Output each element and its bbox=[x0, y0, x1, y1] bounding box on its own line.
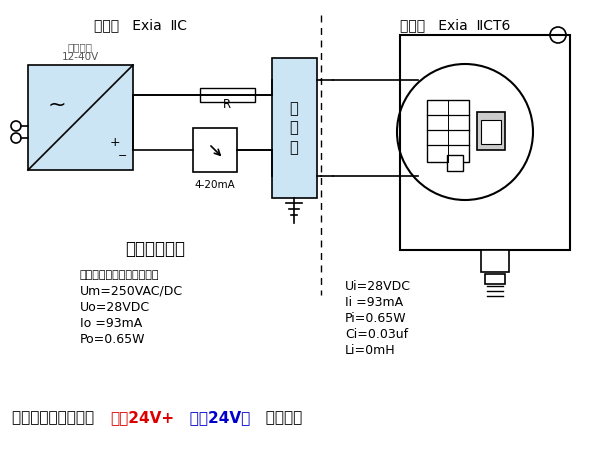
Text: 12-40V: 12-40V bbox=[61, 52, 98, 62]
Bar bbox=[28, 65, 133, 170]
Text: R: R bbox=[223, 98, 231, 111]
Bar bbox=[481, 250, 509, 272]
Text: Po=0.65W: Po=0.65W bbox=[80, 333, 146, 346]
Text: Ci=0.03uf: Ci=0.03uf bbox=[345, 328, 408, 341]
Text: 危险区   Exia  ⅡCT6: 危险区 Exia ⅡCT6 bbox=[400, 18, 510, 32]
Text: 直流电源: 直流电源 bbox=[67, 42, 92, 52]
Bar bbox=[200, 88, 255, 102]
Text: 红：24V+: 红：24V+ bbox=[110, 410, 174, 425]
Bar bbox=[485, 274, 505, 284]
Text: Pi=0.65W: Pi=0.65W bbox=[345, 312, 407, 325]
Text: Ii =93mA: Ii =93mA bbox=[345, 296, 403, 309]
Text: 注：一体化接线方式: 注：一体化接线方式 bbox=[12, 410, 110, 425]
Text: （参见安全栅适用说明书）: （参见安全栅适用说明书） bbox=[80, 270, 160, 280]
Text: −: − bbox=[118, 151, 128, 161]
Text: 4-20mA: 4-20mA bbox=[194, 180, 235, 190]
Text: 安
全
栅: 安 全 栅 bbox=[290, 101, 298, 155]
Bar bbox=[481, 120, 501, 144]
Bar bbox=[427, 100, 469, 162]
Bar bbox=[400, 35, 570, 250]
Bar bbox=[193, 128, 237, 172]
Text: Li=0mH: Li=0mH bbox=[345, 344, 395, 357]
Text: Io =93mA: Io =93mA bbox=[80, 317, 142, 330]
Text: Um=250VAC/DC: Um=250VAC/DC bbox=[80, 285, 183, 298]
Text: 本安型接线图: 本安型接线图 bbox=[125, 240, 185, 258]
Text: 安全区   Exia  ⅡC: 安全区 Exia ⅡC bbox=[94, 18, 187, 32]
Bar bbox=[477, 112, 505, 150]
Bar bbox=[447, 155, 463, 171]
Text: 黑：接地: 黑：接地 bbox=[250, 410, 302, 425]
Text: Uo=28VDC: Uo=28VDC bbox=[80, 301, 150, 314]
Text: ~: ~ bbox=[48, 95, 67, 115]
Text: +: + bbox=[110, 136, 121, 149]
Text: 蓝：24V－: 蓝：24V－ bbox=[174, 410, 250, 425]
Text: Ui=28VDC: Ui=28VDC bbox=[345, 280, 411, 293]
Bar bbox=[272, 58, 317, 198]
